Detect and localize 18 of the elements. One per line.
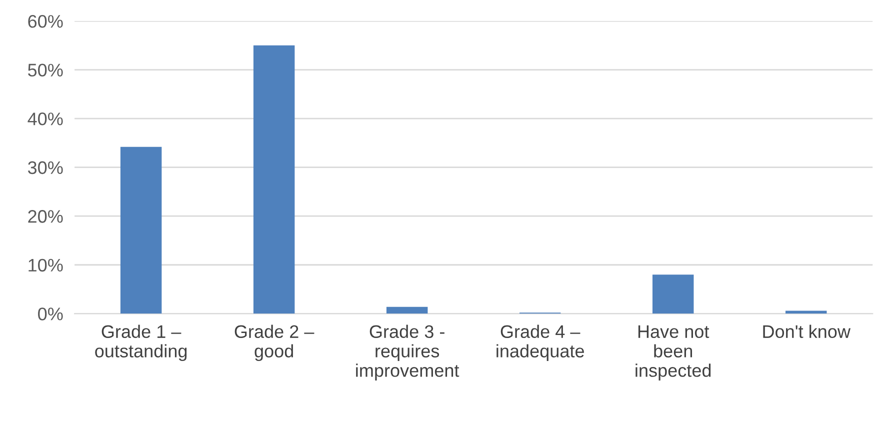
y-tick-label: 40% [28,112,63,126]
y-tick-label: 30% [28,161,63,174]
bar [120,146,162,314]
y-tick-label: 60% [28,14,63,28]
y-tick-label: 50% [28,64,63,77]
x-tick-label: Don't know [763,324,851,338]
y-tick-label: 0% [38,308,63,320]
x-tick-label: Grade 2 – good [234,324,314,362]
x-tick-label: Grade 3 - requires improvement [356,324,460,380]
bar [386,306,428,314]
bar [253,45,295,314]
bar [652,274,694,314]
x-tick-label: Grade 1 – outstanding [95,324,187,362]
x-tick-label: Have not been inspected [636,325,711,380]
x-tick-label: Grade 4 – inadequate [496,324,584,362]
y-tick-label: 20% [28,210,63,223]
y-tick-label: 10% [28,258,63,272]
bar [785,310,827,314]
